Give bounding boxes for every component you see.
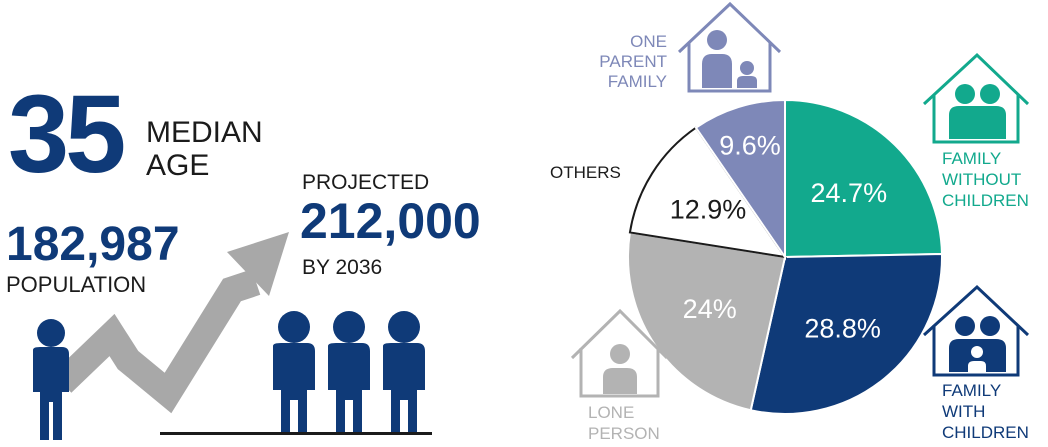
house-icon [922, 284, 1030, 377]
person-icon [328, 311, 370, 434]
projected-label: PROJECTED [302, 171, 430, 194]
pie-slice [749, 253, 943, 415]
pie-slice-label: 12.9% [670, 194, 747, 224]
projected-value: 212,000 [300, 193, 481, 249]
pie-slice-label: 9.6% [719, 131, 781, 161]
pie-slices [627, 98, 943, 415]
house-icon [677, 1, 782, 93]
baseline-divider [160, 432, 432, 435]
label-line: WITH [942, 402, 985, 421]
pie-slice [784, 98, 943, 259]
label-line: FAMILY [942, 381, 1001, 400]
pie-slice-label: 24% [683, 294, 737, 324]
household-pie-chart: 24.7%28.8%24%12.9%9.6% ONE PARENT FA [550, 1, 1030, 443]
projected-year: BY 2036 [302, 256, 383, 279]
person-icon [702, 30, 757, 88]
label-line: PARENT [599, 52, 667, 71]
label-line: FAMILY [942, 149, 1001, 168]
growth-arrow-icon [52, 232, 289, 414]
growth-illustration [33, 232, 432, 440]
pie-labels: 24.7% 28.8% 24% 12.9% 9.6% [670, 131, 887, 344]
label-line: CHILDREN [942, 191, 1029, 210]
median-age-value: 35 [8, 73, 126, 196]
house-icon [922, 52, 1030, 144]
person-icon [603, 344, 637, 394]
pie-slice [628, 126, 788, 259]
median-age-label: MEDIAN AGE [146, 116, 286, 182]
pie-slice-label: 24.7% [811, 178, 888, 208]
population-value: 182,987 [6, 218, 180, 271]
label-family-without-children: FAMILY WITHOUT CHILDREN [942, 149, 1029, 210]
pie-slice-label: 28.8% [804, 314, 881, 344]
label-others: OTHERS [550, 163, 621, 182]
label-one-parent-family: ONE PARENT FAMILY [599, 32, 667, 91]
house-icon [570, 308, 669, 398]
label-line: PERSON [588, 424, 660, 443]
label-family-with-children: FAMILY WITH CHILDREN [942, 381, 1029, 442]
pie-slice [694, 98, 786, 261]
person-icon [33, 319, 69, 440]
label-lone-person: LONE PERSON [588, 403, 660, 443]
label-line: CHILDREN [942, 423, 1029, 442]
label-line: FAMILY [608, 72, 667, 91]
label-line: LONE [588, 403, 634, 422]
label-line: WITHOUT [942, 170, 1021, 189]
person-icon [383, 311, 425, 434]
population-label: POPULATION [6, 272, 147, 297]
person-icon [273, 311, 315, 434]
person-icon [949, 84, 1006, 139]
person-icon [949, 316, 1006, 372]
median-label-line-1: MEDIAN [146, 116, 263, 149]
label-line: ONE [630, 32, 667, 51]
median-label-line-2: AGE [146, 149, 210, 182]
